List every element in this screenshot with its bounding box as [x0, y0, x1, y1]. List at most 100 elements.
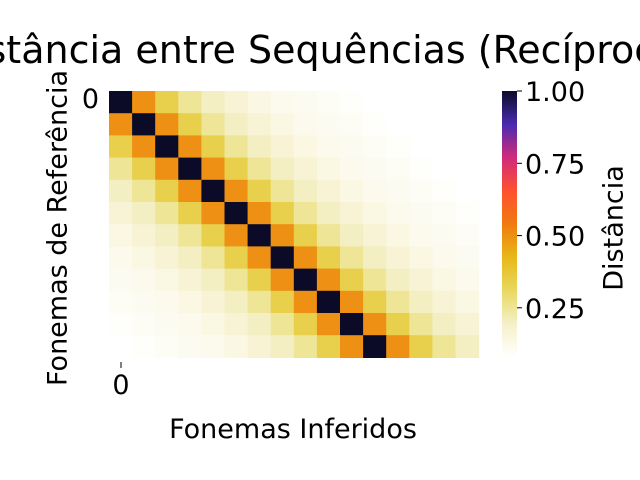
heatmap-cell — [340, 157, 364, 181]
y-axis-ticks: 0 — [82, 84, 99, 115]
heatmap-cell — [155, 268, 179, 292]
heatmap-cell — [224, 91, 249, 114]
heatmap-cell — [316, 246, 341, 270]
heatmap-cell — [109, 290, 133, 314]
heatmap-cell — [270, 246, 295, 270]
heatmap-cell — [363, 290, 387, 314]
heatmap-cell — [386, 268, 410, 292]
heatmap-cell — [432, 135, 457, 159]
heatmap-cell — [386, 246, 410, 270]
colorbar-tick-label: 0.75 — [525, 149, 585, 180]
heatmap-cell — [109, 157, 133, 181]
heatmap-cell — [316, 91, 341, 114]
heatmap-cell — [155, 179, 179, 203]
heatmap-cell — [247, 224, 272, 247]
heatmap-cells — [109, 91, 480, 358]
heatmap-cell — [224, 313, 249, 336]
heatmap-cell — [109, 224, 133, 247]
x-tick-label: 0 — [112, 370, 129, 401]
heatmap-cell — [155, 335, 179, 358]
heatmap-cell — [455, 157, 480, 181]
heatmap-cell — [432, 268, 457, 292]
heatmap-cell — [363, 224, 387, 247]
heatmap-cell — [224, 290, 249, 314]
heatmap-cell — [293, 91, 318, 114]
heatmap-cell — [340, 202, 364, 225]
heatmap-cell — [316, 179, 341, 203]
heatmap-cell — [293, 113, 318, 136]
heatmap-cell — [132, 224, 156, 247]
heatmap-cell — [178, 157, 202, 181]
heatmap-cell — [316, 268, 341, 292]
heatmap-cell — [178, 202, 202, 225]
heatmap-cell — [132, 202, 156, 225]
heatmap-cell — [201, 91, 226, 114]
heatmap-cell — [155, 113, 179, 136]
heatmap-cell — [132, 91, 156, 114]
heatmap-cell — [316, 135, 341, 159]
heatmap-cell — [432, 179, 457, 203]
heatmap-cell — [293, 157, 318, 181]
heatmap-cell — [178, 224, 202, 247]
heatmap-cell — [201, 335, 226, 358]
heatmap-cell — [432, 113, 457, 136]
heatmap-cell — [363, 335, 387, 358]
heatmap-cell — [247, 157, 272, 181]
heatmap-cell — [155, 202, 179, 225]
heatmap-cell — [409, 313, 433, 336]
heatmap-cell — [363, 202, 387, 225]
heatmap-cell — [201, 268, 226, 292]
heatmap-cell — [293, 224, 318, 247]
heatmap-cell — [432, 157, 457, 181]
heatmap-cell — [201, 202, 226, 225]
heatmap-cell — [132, 179, 156, 203]
heatmap-cell — [224, 246, 249, 270]
heatmap-cell — [409, 290, 433, 314]
heatmap-cell — [270, 135, 295, 159]
heatmap-cell — [293, 202, 318, 225]
heatmap-cell — [132, 246, 156, 270]
heatmap-cell — [109, 179, 133, 203]
heatmap-cell — [224, 224, 249, 247]
heatmap-cell — [178, 113, 202, 136]
heatmap-cell — [409, 157, 433, 181]
heatmap-cell — [201, 157, 226, 181]
heatmap-cell — [132, 313, 156, 336]
heatmap-cell — [409, 224, 433, 247]
heatmap-cell — [270, 113, 295, 136]
heatmap-cell — [247, 268, 272, 292]
heatmap-cell — [363, 268, 387, 292]
heatmap-cell — [178, 91, 202, 114]
heatmap-cell — [270, 335, 295, 358]
heatmap-cell — [178, 335, 202, 358]
heatmap-cell — [432, 91, 457, 114]
heatmap-cell — [109, 91, 133, 114]
heatmap-cell — [386, 91, 410, 114]
heatmap-cell — [455, 246, 480, 270]
heatmap-cell — [432, 202, 457, 225]
x-axis-ticks: 0 — [112, 362, 130, 401]
heatmap-cell — [201, 246, 226, 270]
heatmap-cell — [201, 179, 226, 203]
heatmap-cell — [155, 91, 179, 114]
heatmap-cell — [363, 246, 387, 270]
heatmap-cell — [455, 202, 480, 225]
heatmap-cell — [270, 91, 295, 114]
heatmap-cell — [178, 179, 202, 203]
heatmap-cell — [455, 179, 480, 203]
heatmap-cell — [340, 268, 364, 292]
heatmap-cell — [409, 202, 433, 225]
heatmap-cell — [409, 135, 433, 159]
heatmap-cell — [316, 157, 341, 181]
heatmap-cell — [340, 313, 364, 336]
heatmap-cell — [247, 113, 272, 136]
heatmap-cell — [247, 179, 272, 203]
heatmap-cell — [224, 179, 249, 203]
colorbar-tick-label: 1.00 — [525, 77, 585, 108]
heatmap-cell — [455, 113, 480, 136]
heatmap-cell — [132, 135, 156, 159]
chart-title: Distância entre Sequências (Recíproca) — [0, 28, 640, 72]
heatmap-cell — [109, 246, 133, 270]
x-axis-label: Fonemas Inferidos — [169, 414, 417, 445]
heatmap-cell — [386, 335, 410, 358]
